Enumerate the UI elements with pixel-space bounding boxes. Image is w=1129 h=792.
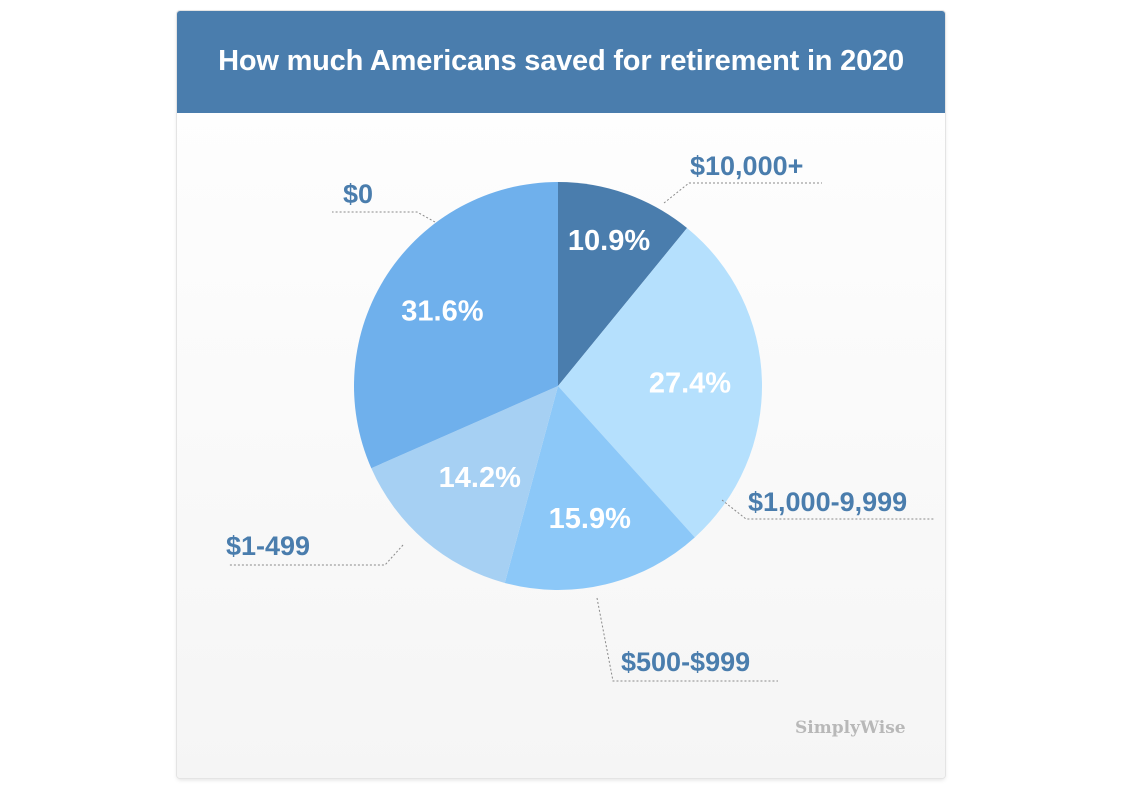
pie-slices bbox=[354, 182, 762, 590]
pie-slice bbox=[558, 182, 688, 386]
leader-line bbox=[228, 544, 404, 566]
slice-value-label: 31.6% bbox=[401, 296, 483, 328]
slice-value-label: 15.9% bbox=[549, 503, 631, 535]
leader-lines bbox=[228, 182, 935, 682]
slice-category-label: $1-499 bbox=[226, 531, 310, 561]
chart-card: How much Americans saved for retirement … bbox=[177, 11, 945, 778]
title-bar: How much Americans saved for retirement … bbox=[177, 11, 945, 113]
slice-category-label: $500-$999 bbox=[621, 647, 750, 677]
slice-category-label: $10,000+ bbox=[690, 151, 803, 181]
slice-category-label: $1,000-9,999 bbox=[748, 487, 907, 517]
leader-line bbox=[596, 597, 778, 682]
pie-slice bbox=[371, 386, 558, 583]
leader-line bbox=[663, 182, 822, 204]
leader-line bbox=[332, 211, 436, 223]
pie-slice bbox=[504, 386, 695, 590]
leader-line bbox=[721, 499, 935, 520]
value-labels: 10.9% 27.4% 15.9% 14.2% 31.6% bbox=[401, 225, 731, 535]
pie-slice bbox=[354, 182, 558, 469]
slice-value-label: 14.2% bbox=[439, 462, 521, 494]
category-labels: $10,000+ $1,000-9,999 $500-$999 $1-499 $0 bbox=[226, 151, 907, 677]
slice-value-label: 10.9% bbox=[568, 225, 650, 257]
brand-watermark: SimplyWise bbox=[795, 718, 906, 738]
pie-slice bbox=[558, 228, 762, 538]
chart-title: How much Americans saved for retirement … bbox=[218, 45, 904, 77]
slice-category-label: $0 bbox=[343, 179, 373, 209]
slice-value-label: 27.4% bbox=[649, 368, 731, 400]
